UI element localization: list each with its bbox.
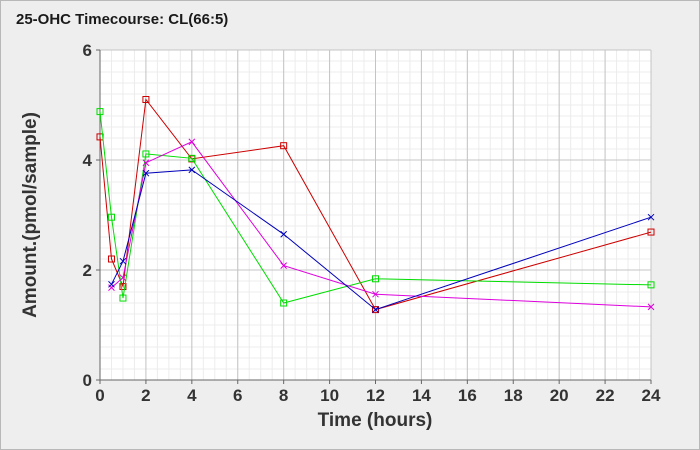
y-tick-label: 6 [83, 41, 92, 60]
data-point [280, 262, 288, 269]
y-axis-title: Amount.(pmol/sample) [20, 112, 41, 318]
data-point [107, 255, 115, 263]
x-tick-label: 12 [366, 386, 385, 405]
series-line [99, 111, 652, 304]
x-tick-label: 24 [642, 386, 661, 405]
data-point [280, 230, 288, 238]
data-point [119, 294, 127, 302]
y-tick-label: 4 [83, 151, 93, 170]
x-tick-label: 20 [550, 386, 569, 405]
data-point [647, 213, 655, 221]
data-point [119, 274, 127, 282]
x-tick-label: 0 [95, 386, 104, 405]
x-tick-label: 2 [141, 386, 150, 405]
data-point [372, 306, 379, 313]
y-tick-label: 0 [83, 371, 92, 390]
data-point [96, 108, 104, 116]
series-4 [108, 166, 655, 313]
data-point [188, 154, 196, 162]
series-line [99, 98, 652, 311]
x-tick-label: 22 [596, 386, 615, 405]
x-axis-ticks: 0 2 4 6 8 10 12 14 16 18 20 22 24 [95, 380, 661, 405]
data-point [188, 138, 196, 146]
data-point [647, 303, 655, 311]
x-tick-label: 10 [320, 386, 339, 405]
y-axis-ticks: 0 2 4 6 [83, 41, 100, 390]
series-2 [96, 108, 655, 307]
data-point [372, 275, 379, 283]
data-point [142, 169, 150, 177]
data-point [280, 299, 288, 307]
series-3 [108, 138, 655, 311]
x-tick-label: 16 [458, 386, 477, 405]
data-point [107, 213, 115, 221]
data-point [647, 281, 655, 289]
data-point [119, 257, 127, 265]
x-axis-title: Time (hours) [318, 410, 433, 431]
data-point [142, 96, 150, 103]
data-point [119, 283, 127, 290]
x-tick-label: 18 [504, 386, 523, 405]
series-layer [96, 96, 655, 314]
data-point [280, 142, 288, 150]
data-point [647, 228, 655, 236]
data-point [142, 159, 150, 167]
chart-title: 25-OHC Timecourse: CL(66:5) [16, 11, 229, 28]
data-point [142, 150, 150, 158]
data-point [372, 306, 379, 314]
x-tick-label: 4 [187, 386, 197, 405]
x-tick-label: 14 [412, 386, 431, 405]
data-point [188, 166, 196, 174]
x-tick-label: 8 [279, 386, 288, 405]
data-point [372, 290, 379, 298]
data-point [108, 280, 115, 288]
x-tick-label: 6 [233, 386, 242, 405]
y-tick-label: 2 [83, 261, 92, 280]
